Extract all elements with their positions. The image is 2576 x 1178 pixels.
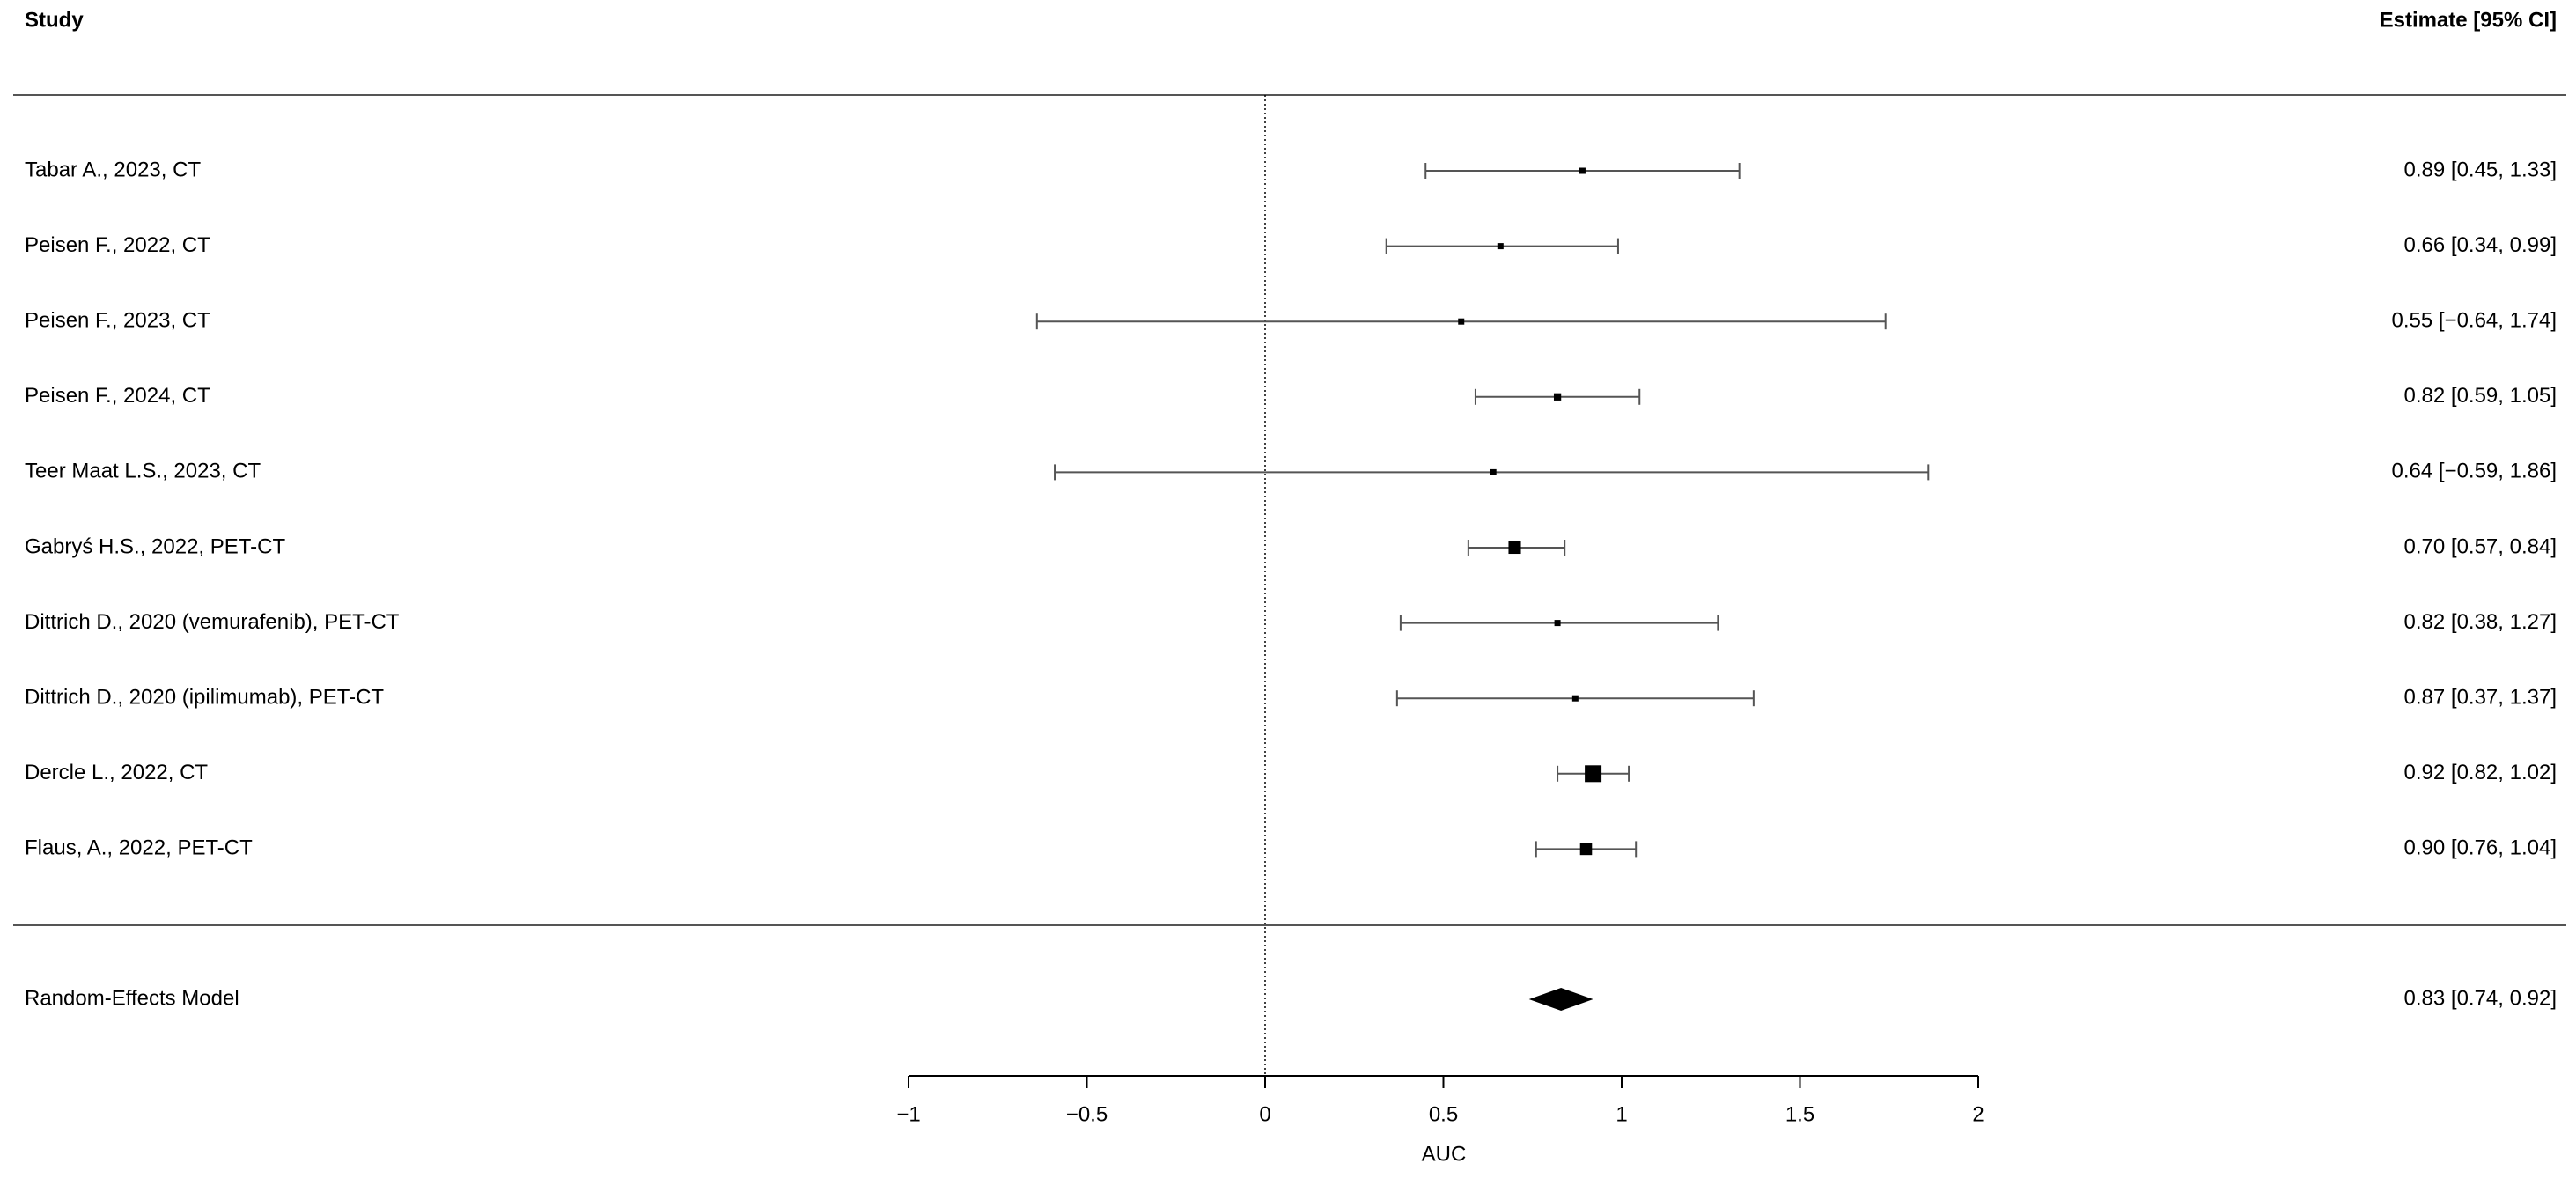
x-tick-label: 0.5	[1429, 1102, 1458, 1126]
x-axis-label: AUC	[1422, 1142, 1467, 1166]
study-label: Dittrich D., 2020 (ipilimumab), PET-CT	[25, 686, 384, 710]
point-estimate	[1490, 468, 1497, 475]
study-header: Study	[25, 8, 84, 32]
point-estimate	[1497, 243, 1504, 250]
summary-estimate-label: 0.83 [0.74, 0.92]	[2404, 986, 2557, 1010]
point-estimate	[1571, 695, 1579, 702]
x-tick-label: 1	[1616, 1102, 1627, 1126]
estimate-label: 0.66 [0.34, 0.99]	[2404, 233, 2557, 257]
point-estimate	[1554, 620, 1561, 627]
study-label: Gabryś H.S., 2022, PET-CT	[25, 534, 285, 558]
x-tick-label: −1	[896, 1102, 920, 1126]
study-label: Dercle L., 2022, CT	[25, 761, 208, 784]
estimate-label: 0.55 [−0.64, 1.74]	[2392, 309, 2558, 333]
study-label: Tabar A., 2023, CT	[25, 158, 201, 181]
point-estimate	[1508, 541, 1521, 555]
estimate-label: 0.70 [0.57, 0.84]	[2404, 534, 2557, 558]
x-tick-label: 1.5	[1785, 1102, 1814, 1126]
study-label: Peisen F., 2023, CT	[25, 309, 210, 333]
point-estimate	[1585, 765, 1602, 783]
summary-label: Random-Effects Model	[25, 986, 239, 1010]
point-estimate	[1579, 843, 1593, 856]
estimate-label: 0.82 [0.38, 1.27]	[2404, 610, 2557, 634]
estimate-label: 0.82 [0.59, 1.05]	[2404, 384, 2557, 408]
summary-diamond	[1528, 988, 1593, 1011]
estimate-label: 0.87 [0.37, 1.37]	[2404, 686, 2557, 710]
study-label: Peisen F., 2024, CT	[25, 384, 210, 408]
estimate-header: Estimate [95% CI]	[2380, 8, 2557, 32]
estimate-label: 0.64 [−0.59, 1.86]	[2392, 460, 2558, 483]
estimate-label: 0.90 [0.76, 1.04]	[2404, 836, 2557, 860]
point-estimate	[1458, 318, 1465, 325]
estimate-label: 0.92 [0.82, 1.02]	[2404, 761, 2557, 784]
point-estimate	[1579, 167, 1586, 174]
study-label: Flaus, A., 2022, PET-CT	[25, 836, 253, 860]
study-label: Dittrich D., 2020 (vemurafenib), PET-CT	[25, 610, 400, 634]
point-estimate	[1553, 393, 1562, 401]
x-tick-label: 2	[1972, 1102, 1984, 1126]
study-label: Peisen F., 2022, CT	[25, 233, 210, 257]
x-tick-label: 0	[1259, 1102, 1270, 1126]
estimate-label: 0.89 [0.45, 1.33]	[2404, 158, 2557, 181]
x-tick-label: −0.5	[1066, 1102, 1108, 1126]
study-label: Teer Maat L.S., 2023, CT	[25, 460, 261, 483]
